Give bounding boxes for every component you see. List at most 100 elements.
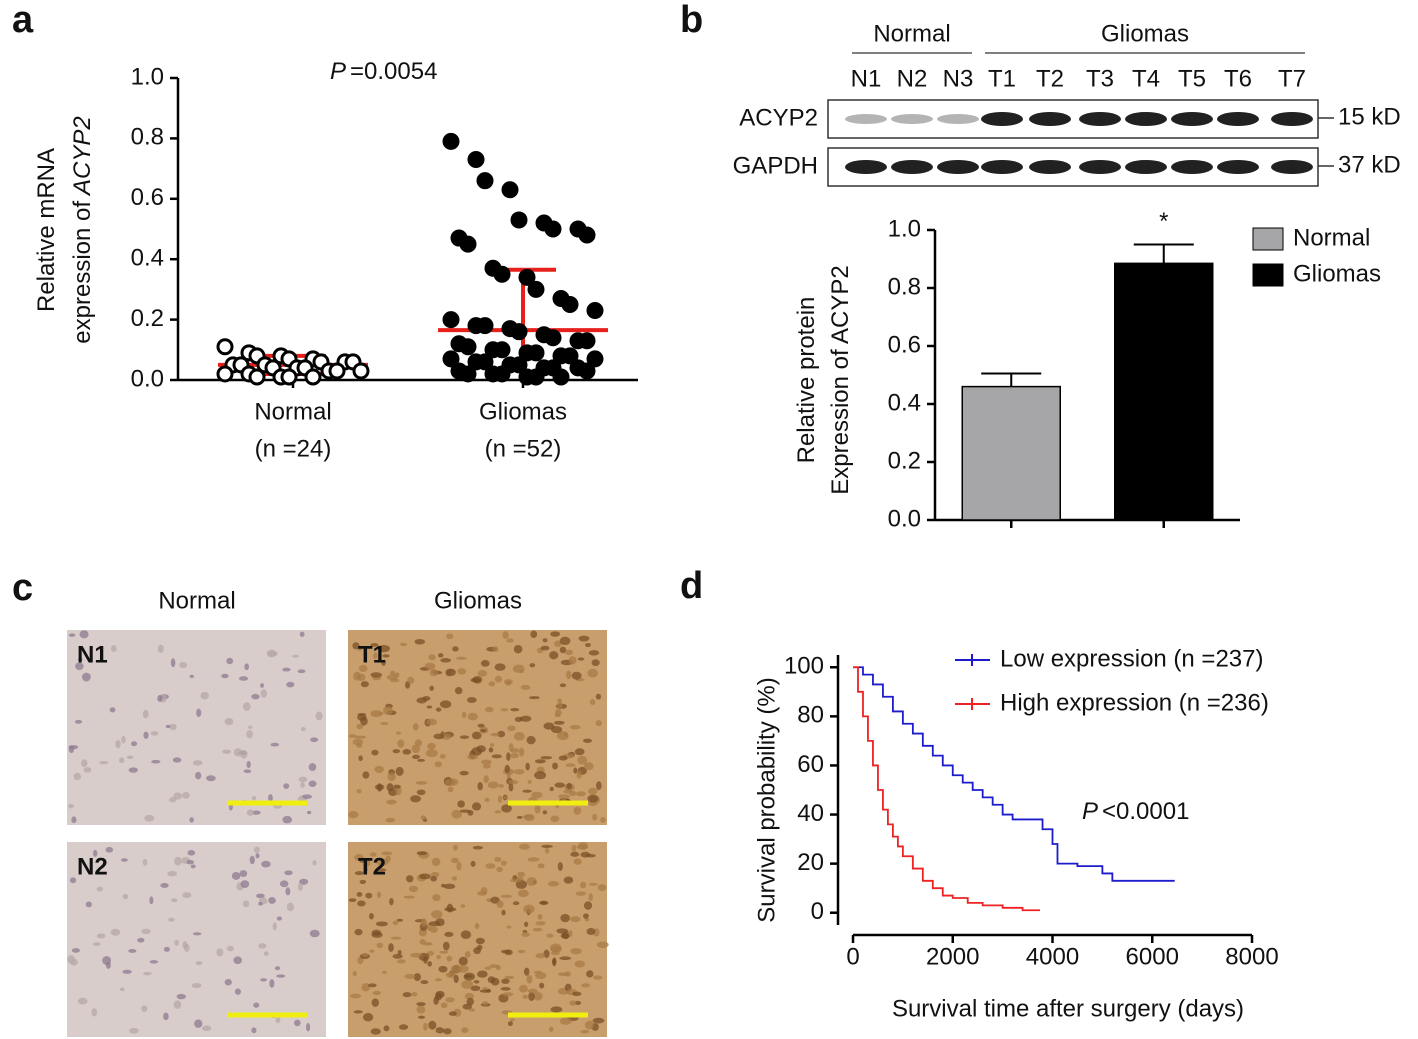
tissue-cell — [191, 983, 202, 989]
tissue-cell — [357, 900, 366, 907]
y-tick-label: 1.0 — [888, 215, 921, 242]
tissue-cell — [385, 855, 391, 863]
tissue-cell — [151, 759, 161, 764]
data-point — [442, 132, 460, 150]
data-point — [552, 368, 570, 386]
tissue-cell — [272, 922, 277, 931]
tissue-cell — [583, 738, 592, 743]
tissue-cell — [588, 893, 593, 902]
tissue-cell — [528, 696, 540, 700]
tissue-cell — [489, 964, 499, 968]
column-label: Gliomas — [434, 587, 522, 614]
tissue-cell — [484, 797, 490, 803]
tissue-cell — [428, 1020, 437, 1030]
tissue-cell — [269, 978, 275, 988]
tissue-cell — [169, 723, 177, 731]
x-tick-label: Gliomas — [479, 398, 567, 425]
tissue-cell — [402, 749, 412, 755]
tissue-cell — [431, 857, 441, 867]
tissue-cell — [445, 668, 456, 677]
tissue-image — [67, 630, 326, 825]
tissue-cell — [510, 707, 520, 712]
tissue-cell — [443, 1028, 452, 1035]
tissue-cell — [371, 929, 382, 936]
tissue-cell — [168, 797, 177, 803]
tissue-cell — [525, 762, 530, 771]
tissue-cell — [173, 792, 183, 800]
tissue-cell — [526, 735, 536, 745]
tissue-cell — [297, 882, 303, 892]
tissue-cell — [356, 891, 363, 897]
tissue-cell — [429, 685, 434, 691]
tissue-cell — [233, 956, 242, 965]
tissue-cell — [370, 643, 379, 647]
tissue-cell — [358, 755, 363, 762]
tissue-cell — [520, 684, 531, 690]
tissue-cell — [532, 927, 543, 932]
lane-label: T5 — [1178, 65, 1206, 92]
x-tick-label: 0 — [846, 943, 859, 970]
blot-band — [1271, 112, 1313, 126]
size-label: 15 kD — [1338, 103, 1401, 130]
blot-band — [1079, 112, 1121, 126]
tissue-cell — [496, 900, 504, 908]
tissue-cell — [571, 671, 582, 680]
tissue-cell — [274, 966, 281, 971]
tissue-cell — [589, 882, 598, 886]
tissue-cell — [368, 913, 374, 920]
tissue-cell — [470, 677, 481, 683]
tissue-cell — [383, 1025, 390, 1032]
tissue-cell — [503, 796, 508, 800]
tissue-cell — [243, 769, 252, 773]
tissue-cell — [286, 902, 294, 912]
tissue-cell — [283, 783, 290, 790]
tissue-cell — [568, 930, 573, 938]
tissue-cell — [477, 970, 488, 978]
tissue-cell — [96, 933, 106, 939]
tissue-cell — [474, 922, 480, 930]
tissue-cell — [392, 920, 399, 926]
tissue-cell — [410, 952, 422, 958]
tissue-cell — [577, 755, 588, 765]
tissue-cell — [349, 993, 362, 999]
tissue-cell — [550, 1006, 563, 1013]
data-point — [527, 344, 545, 362]
data-point — [459, 338, 477, 356]
tissue-cell — [165, 724, 171, 729]
tissue-cell — [354, 928, 363, 936]
blot-band — [1217, 160, 1259, 174]
column-label: Normal — [158, 587, 235, 614]
tissue-cell — [424, 662, 436, 670]
tissue-cell — [352, 642, 360, 650]
tissue-cell — [522, 789, 532, 793]
tissue-cell — [542, 810, 548, 815]
tissue-cell — [186, 859, 195, 865]
tissue-cell — [447, 973, 456, 978]
tissue-cell — [194, 1019, 203, 1028]
data-point — [476, 317, 494, 335]
tissue-cell — [356, 743, 363, 748]
y-tick-label: 100 — [784, 653, 824, 680]
annotation: * — [1159, 208, 1168, 235]
tissue-cell — [74, 719, 83, 724]
tissue-cell — [268, 650, 278, 657]
survival-curve — [853, 666, 1175, 882]
tissue-cell — [501, 978, 510, 984]
blot-band — [891, 160, 933, 174]
data-point — [304, 368, 322, 386]
blot-band — [1125, 112, 1167, 126]
tissue-cell — [557, 731, 569, 741]
tissue-cell — [517, 871, 526, 877]
tissue-cell — [539, 900, 549, 906]
tissue-cell — [506, 771, 511, 780]
tissue-cell — [363, 1013, 374, 1022]
lane-label: N3 — [943, 65, 974, 92]
tissue-cell — [195, 961, 203, 966]
blot-band — [845, 160, 887, 174]
legend-swatch — [1252, 227, 1284, 251]
row-label: GAPDH — [733, 152, 818, 179]
tissue-cell — [444, 779, 456, 787]
tissue-cell — [480, 659, 490, 667]
data-point — [578, 362, 596, 380]
tissue-cell — [167, 870, 178, 877]
